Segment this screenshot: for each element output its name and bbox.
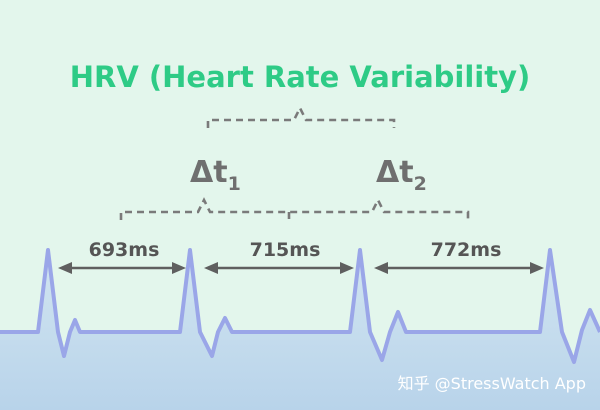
delta-t1-label: Δt1	[190, 155, 241, 195]
delta-t1-symbol: Δt	[190, 155, 228, 190]
lower-bracket	[119, 197, 470, 220]
delta-t1-subscript: 1	[228, 173, 241, 195]
page-title: HRV (Heart Rate Variability)	[70, 60, 531, 94]
top-bracket	[206, 105, 396, 128]
watermark-text: 知乎 @StressWatch App	[398, 374, 586, 393]
interval-3-arrow	[374, 262, 544, 274]
interval-1-arrow	[58, 262, 186, 274]
interval-2-label: 715ms	[250, 239, 321, 261]
ecg-line	[0, 248, 600, 364]
ecg-area	[0, 250, 600, 410]
interval-1-label: 693ms	[89, 239, 160, 261]
delta-t2-symbol: Δt	[376, 155, 414, 190]
delta-t2-label: Δt2	[376, 155, 427, 195]
interval-2-arrow	[204, 262, 354, 274]
interval-3-label: 772ms	[431, 239, 502, 261]
delta-t2-subscript: 2	[414, 173, 427, 195]
